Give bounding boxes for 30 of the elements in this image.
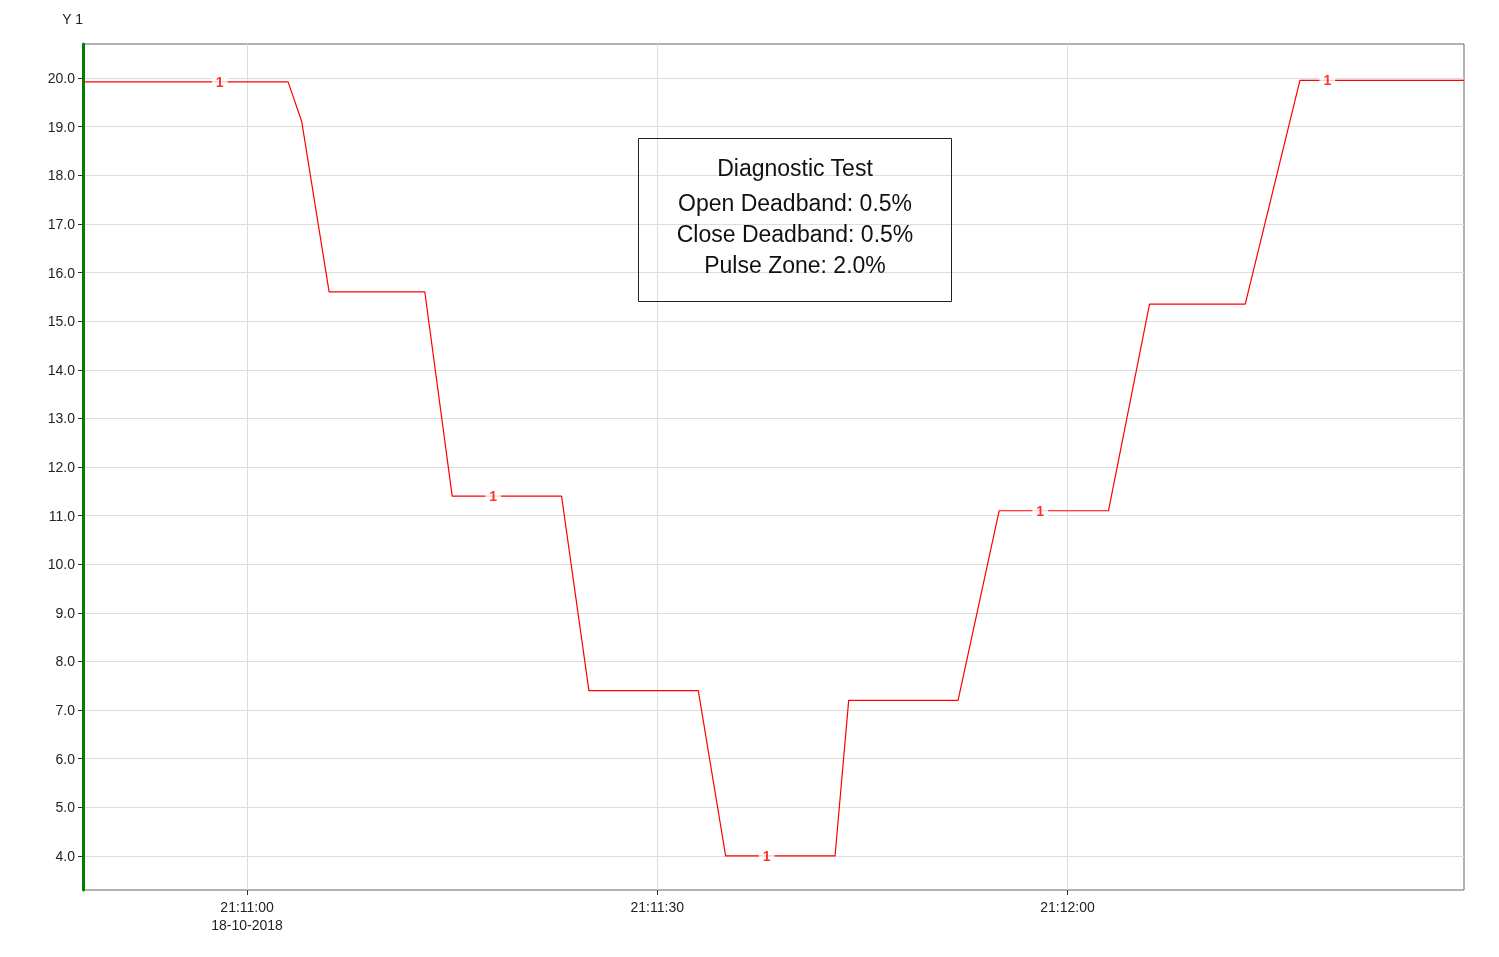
y-tick-label: 19.0 bbox=[47, 118, 76, 135]
annotation: 1 bbox=[762, 847, 771, 864]
y-tick-label: 7.0 bbox=[55, 702, 76, 719]
y-tick-label: 14.0 bbox=[47, 361, 76, 378]
y-tick-label: 20.0 bbox=[47, 70, 76, 87]
y-tick-label: 18.0 bbox=[47, 167, 76, 184]
y-tick-label: 8.0 bbox=[55, 653, 76, 670]
annotation: 1 bbox=[489, 488, 498, 505]
annotation: 1 bbox=[1323, 72, 1332, 89]
y-tick-label: 13.0 bbox=[47, 410, 76, 427]
annotation: Open Deadband: 0.5% bbox=[677, 189, 913, 216]
annotation: Pulse Zone: 2.0% bbox=[704, 251, 886, 278]
y-tick-label: 10.0 bbox=[47, 556, 76, 573]
y-tick-label: 12.0 bbox=[47, 459, 76, 475]
y-tick-label: 6.0 bbox=[55, 750, 76, 767]
y-tick-label: 16.0 bbox=[47, 264, 76, 281]
annotation: 1 bbox=[1036, 502, 1045, 519]
annotation: Close Deadband: 0.5% bbox=[676, 220, 914, 247]
text: Diagnostic Test bbox=[717, 154, 874, 181]
y-axis-title: Y 1 bbox=[62, 11, 84, 27]
y-tick-label: 5.0 bbox=[55, 799, 76, 816]
y-tick-label: 15.0 bbox=[47, 313, 76, 330]
y-tick-label: 9.0 bbox=[55, 604, 76, 621]
x-tick-label: 21:11:00 18-10-2018 bbox=[211, 899, 284, 933]
x-tick-label: 21:11:30 bbox=[630, 899, 685, 915]
y-tick-label: 17.0 bbox=[47, 215, 76, 232]
y-tick-label: 11.0 bbox=[48, 507, 76, 524]
y-tick-label: 4.0 bbox=[55, 847, 76, 864]
annotation: 1 bbox=[215, 73, 224, 90]
x-tick-label: 21:12:00 bbox=[1040, 899, 1095, 915]
